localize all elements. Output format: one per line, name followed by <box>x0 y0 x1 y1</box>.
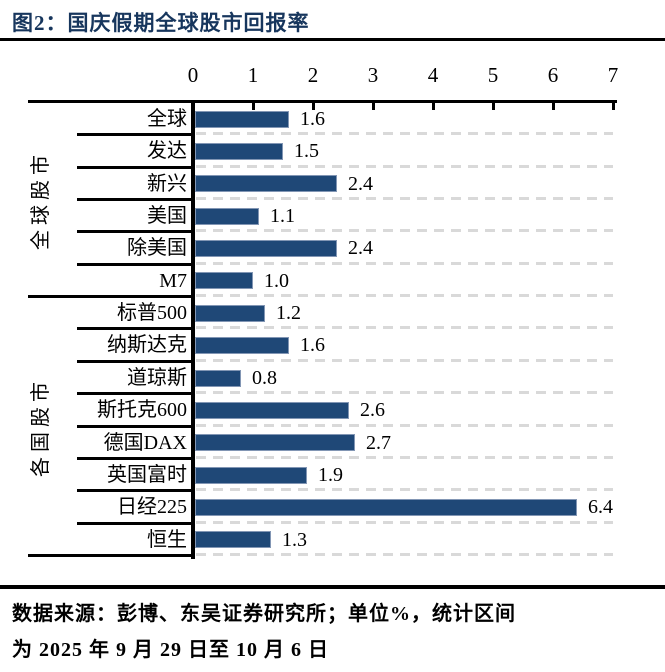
x-axis-tick-mark <box>371 100 375 110</box>
source-note-line2: 为 2025 年 9 月 29 日至 10 月 6 日 <box>12 639 329 661</box>
row-separator <box>77 165 193 169</box>
value-label: 1.5 <box>294 140 319 163</box>
row-gridline <box>196 520 613 524</box>
row-separator <box>77 133 193 137</box>
row-separator <box>77 489 193 493</box>
category-label: 美国 <box>147 205 187 228</box>
x-axis-tick-mark <box>551 100 555 110</box>
value-label: 1.9 <box>318 463 343 486</box>
row-gridline <box>196 358 613 362</box>
value-label: 0.8 <box>252 366 277 389</box>
category-label: M7 <box>159 269 187 292</box>
x-axis-tick-mark <box>251 100 255 110</box>
bar <box>195 466 307 484</box>
row-separator <box>77 521 193 525</box>
row-gridline <box>196 132 613 136</box>
category-label: 恒生 <box>147 528 187 551</box>
bar <box>195 272 253 290</box>
bar <box>195 369 241 387</box>
category-label: 标普500 <box>117 302 187 325</box>
row-gridline <box>196 294 613 298</box>
row-gridline <box>196 261 613 265</box>
bar <box>195 175 337 193</box>
x-axis-tick-label: 0 <box>187 63 199 87</box>
row-separator <box>77 198 193 202</box>
x-axis-tick-label: 4 <box>427 63 439 87</box>
title-divider <box>0 38 665 41</box>
bar <box>195 143 283 161</box>
x-axis-line <box>28 100 617 103</box>
row-gridline <box>196 455 613 459</box>
row-gridline <box>196 488 613 492</box>
x-axis-tick-label: 2 <box>307 63 319 87</box>
x-axis-tick-mark <box>611 100 615 110</box>
x-axis-tick-mark <box>431 100 435 110</box>
bar <box>195 304 265 322</box>
row-separator <box>77 424 193 428</box>
category-label: 斯托克600 <box>97 399 187 422</box>
value-label: 2.6 <box>360 399 385 422</box>
category-label: 除美国 <box>127 237 187 260</box>
x-axis-tick-label: 5 <box>487 63 499 87</box>
row-gridline <box>196 423 613 427</box>
row-separator <box>77 359 193 363</box>
value-label: 1.3 <box>282 528 307 551</box>
group-separator <box>28 295 193 299</box>
bar <box>195 207 259 225</box>
row-gridline <box>196 326 613 330</box>
bar-chart: 0 1 2 3 4 5 6 7 全球 1.6 发达 1.5 新兴 2.4 美国 1.1 除美国 2.4 M7 1.0 全… <box>28 63 619 559</box>
category-label: 道琼斯 <box>127 366 187 389</box>
row-gridline <box>196 197 613 201</box>
x-axis-tick-label: 1 <box>247 63 259 87</box>
category-label: 新兴 <box>147 172 187 195</box>
row-gridline <box>196 229 613 233</box>
bar <box>195 498 577 516</box>
x-axis-tick-label: 6 <box>547 63 559 87</box>
category-label: 全球 <box>147 108 187 130</box>
row-gridline <box>196 164 613 168</box>
source-note: 数据来源：彭博、东吴证券研究所；单位%，统计区间 为 2025 年 9 月 29… <box>12 596 657 668</box>
x-axis-tick-mark <box>491 100 495 110</box>
value-label: 1.0 <box>264 269 289 292</box>
bar <box>195 240 337 258</box>
value-label: 6.4 <box>588 496 613 519</box>
row-separator <box>77 392 193 396</box>
category-label: 德国DAX <box>103 431 187 454</box>
value-label: 1.6 <box>300 334 325 357</box>
bar <box>195 401 349 419</box>
row-gridline <box>196 552 613 556</box>
value-label: 2.7 <box>366 431 391 454</box>
value-label: 2.4 <box>348 172 373 195</box>
category-label: 日经225 <box>117 496 187 519</box>
group-separator <box>28 553 193 557</box>
x-axis-tick-label: 7 <box>607 63 619 87</box>
group-label: 各国股市 <box>30 376 52 477</box>
bar <box>195 434 355 452</box>
bar <box>195 337 289 355</box>
row-separator <box>77 230 193 234</box>
row-separator <box>77 456 193 460</box>
bar <box>195 110 289 128</box>
value-label: 2.4 <box>348 237 373 260</box>
value-label: 1.6 <box>300 108 325 130</box>
value-label: 1.1 <box>270 205 295 228</box>
row-separator <box>77 327 193 331</box>
bar <box>195 531 271 549</box>
y-axis-line <box>191 100 195 559</box>
category-label: 英国富时 <box>107 463 187 486</box>
value-label: 1.2 <box>276 302 301 325</box>
source-note-line1: 数据来源：彭博、东吴证券研究所；单位%，统计区间 <box>12 603 516 625</box>
figure-title: 图2：国庆假期全球股市回报率 <box>12 11 310 35</box>
category-label: 发达 <box>147 140 187 163</box>
x-axis-tick-label: 3 <box>367 63 379 87</box>
category-label: 纳斯达克 <box>107 334 187 357</box>
group-label: 全球股市 <box>30 150 52 251</box>
x-axis-tick-mark <box>311 100 315 110</box>
footer-divider <box>0 585 665 589</box>
row-gridline <box>196 391 613 395</box>
row-separator <box>77 262 193 266</box>
